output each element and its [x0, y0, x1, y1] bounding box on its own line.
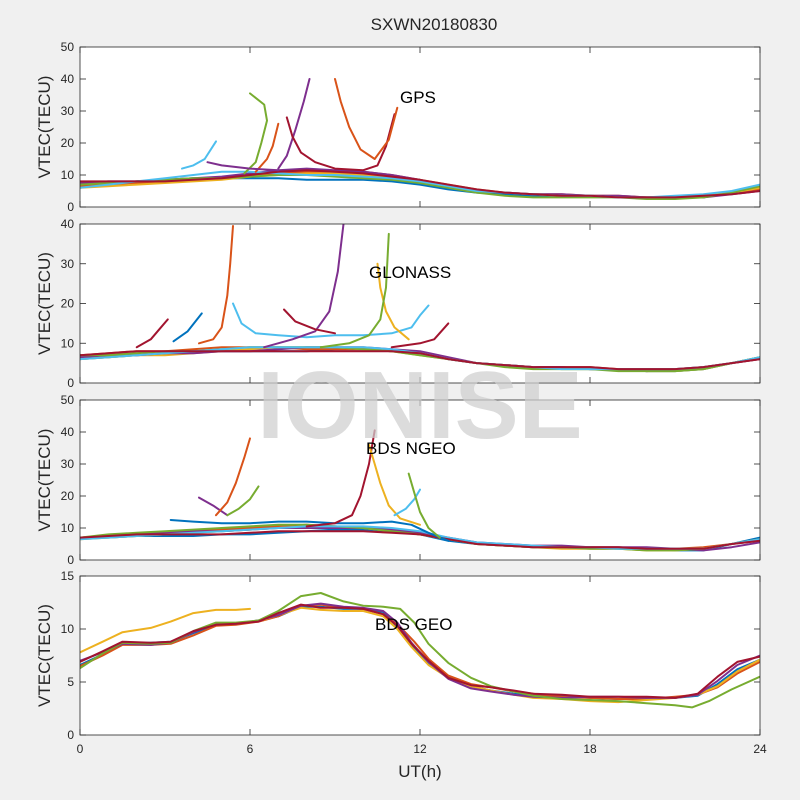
y-tick-label: 5 — [67, 675, 74, 689]
y-tick-label: 15 — [61, 569, 75, 583]
panel-3: 0 5 10 15 0 6 12 18 24 VTEC(TECU) BDS GEO — [35, 569, 767, 756]
series-line-12 — [334, 78, 399, 160]
series-line-12 — [368, 443, 421, 526]
series-line-10 — [226, 485, 260, 517]
x-tick-label: 6 — [247, 742, 254, 756]
y-tick-label: 20 — [61, 136, 75, 150]
x-axis-label: UT(h) — [398, 762, 441, 781]
series-line-9 — [254, 122, 280, 173]
y-tick-label: 10 — [61, 168, 75, 182]
series-line-12 — [283, 308, 336, 335]
series-line-2 — [80, 607, 251, 654]
panel-label: GLONASS — [369, 263, 451, 282]
series-line-11 — [285, 113, 396, 172]
series-line-7 — [181, 140, 217, 170]
y-tick-label: 10 — [61, 336, 75, 350]
x-tick-label: 18 — [583, 742, 597, 756]
y-tick-label: 0 — [67, 553, 74, 567]
panel-0: 0 10 20 30 40 50 VTEC(TECU) GPS — [35, 40, 761, 214]
x-tick-label: 12 — [413, 742, 427, 756]
series-group — [80, 224, 760, 373]
y-tick-label: 40 — [61, 72, 75, 86]
series-line-10 — [232, 302, 430, 339]
series-line-13 — [376, 262, 410, 341]
series-line-8 — [172, 312, 203, 343]
y-tick-label: 30 — [61, 257, 75, 271]
y-tick-label: 50 — [61, 393, 75, 407]
series-line-7 — [169, 519, 450, 542]
y-axis-label: VTEC(TECU) — [35, 76, 54, 179]
panel-label: BDS NGEO — [366, 439, 456, 458]
series-line-14 — [407, 472, 441, 539]
y-tick-label: 50 — [61, 40, 75, 54]
y-tick-label: 10 — [61, 521, 75, 535]
series-group — [80, 429, 760, 552]
series-line-14 — [319, 232, 390, 349]
y-tick-label: 20 — [61, 489, 75, 503]
y-tick-label: 0 — [67, 728, 74, 742]
watermark: IONISE — [257, 352, 582, 459]
panel-2: 0 10 20 30 40 50 VTEC(TECU) BDS NGEO — [35, 393, 761, 567]
panel-1: 0 10 20 30 40 VTEC(TECU) GLONASS — [35, 217, 761, 390]
series-line-8 — [198, 496, 229, 517]
y-tick-label: 30 — [61, 457, 75, 471]
series-line-13 — [206, 161, 280, 172]
y-tick-label: 40 — [61, 217, 75, 231]
series-line-11 — [305, 429, 376, 528]
y-axis-label: VTEC(TECU) — [35, 604, 54, 707]
x-tick-label: 0 — [77, 742, 84, 756]
y-tick-label: 10 — [61, 622, 75, 636]
figure-title: SXWN20180830 — [371, 15, 498, 34]
series-line-6 — [80, 350, 760, 371]
x-tick-label: 24 — [753, 742, 767, 756]
series-line-13 — [393, 488, 421, 517]
y-tick-label: 40 — [61, 425, 75, 439]
series-line-3 — [80, 527, 760, 552]
series-line-9 — [215, 437, 251, 517]
y-axis-label: VTEC(TECU) — [35, 429, 54, 532]
y-axis-label: VTEC(TECU) — [35, 252, 54, 355]
plot-area — [80, 224, 760, 383]
y-tick-label: 30 — [61, 104, 75, 118]
series-line-6 — [80, 169, 760, 199]
series-line-6 — [80, 603, 760, 699]
series-group — [80, 592, 760, 709]
series-line-11 — [263, 224, 345, 349]
series-line-1 — [80, 603, 760, 700]
series-line-15 — [390, 322, 450, 349]
series-line-7 — [135, 318, 169, 349]
panel-label: GPS — [400, 88, 436, 107]
y-tick-label: 0 — [67, 200, 74, 214]
series-line-8 — [243, 92, 268, 175]
series-line-10 — [277, 78, 311, 170]
panel-label: BDS GEO — [375, 615, 452, 634]
y-tick-label: 20 — [61, 297, 75, 311]
y-tick-label: 0 — [67, 376, 74, 390]
series-line-4 — [80, 174, 760, 200]
series-group — [80, 78, 760, 200]
series-line-9 — [198, 225, 234, 345]
series-line-6 — [80, 530, 760, 550]
